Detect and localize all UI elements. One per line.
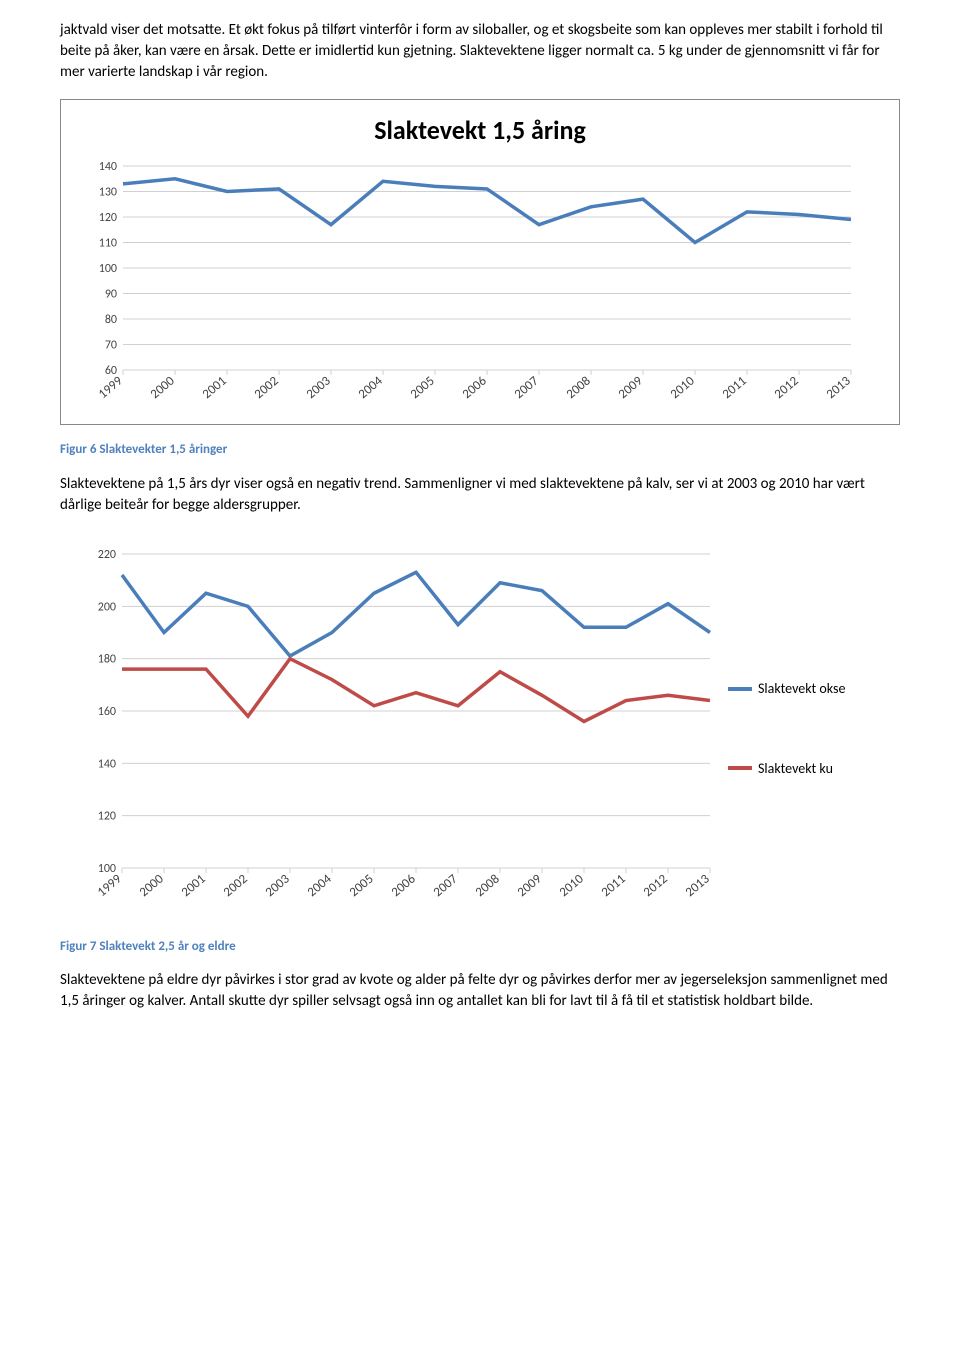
- svg-text:2007: 2007: [431, 871, 461, 900]
- legend-okse-label: Slaktevekt okse: [758, 679, 845, 699]
- final-paragraph: Slaktevektene på eldre dyr påvirkes i st…: [60, 970, 900, 1012]
- chart2-svg: 1001201401601802002201999200020012002200…: [80, 544, 720, 914]
- svg-text:140: 140: [99, 160, 117, 174]
- svg-text:140: 140: [98, 757, 116, 771]
- svg-text:200: 200: [98, 600, 116, 614]
- svg-text:2007: 2007: [512, 374, 542, 403]
- chart2-legend: Slaktevekt okse Slaktevekt ku: [720, 544, 860, 914]
- svg-text:2012: 2012: [772, 374, 802, 403]
- svg-text:2009: 2009: [515, 871, 545, 900]
- svg-text:2008: 2008: [473, 871, 503, 900]
- intro-paragraph: jaktvald viser det motsatte. Et økt foku…: [60, 20, 900, 83]
- svg-text:2001: 2001: [179, 871, 209, 899]
- svg-text:2006: 2006: [460, 374, 490, 403]
- svg-text:70: 70: [105, 339, 117, 353]
- svg-text:130: 130: [99, 186, 117, 200]
- svg-text:2006: 2006: [389, 871, 419, 900]
- svg-text:2008: 2008: [564, 374, 594, 403]
- svg-text:2010: 2010: [668, 374, 698, 403]
- svg-text:100: 100: [99, 262, 117, 276]
- legend-ku-swatch: [728, 766, 752, 770]
- svg-text:2011: 2011: [720, 374, 750, 402]
- figure6-caption: Figur 6 Slaktevekter 1,5 åringer: [60, 441, 900, 459]
- chart1-svg: 6070809010011012013014019992000200120022…: [81, 156, 861, 416]
- svg-text:2002: 2002: [221, 871, 251, 900]
- svg-text:2003: 2003: [304, 374, 334, 403]
- svg-text:2009: 2009: [616, 374, 646, 403]
- svg-text:2013: 2013: [683, 871, 713, 900]
- svg-text:220: 220: [98, 548, 116, 562]
- svg-text:2002: 2002: [252, 374, 282, 403]
- svg-text:2013: 2013: [824, 374, 854, 403]
- svg-text:90: 90: [105, 288, 117, 302]
- legend-okse: Slaktevekt okse: [728, 679, 860, 699]
- svg-text:110: 110: [99, 237, 117, 251]
- figure7-caption: Figur 7 Slaktevekt 2,5 år og eldre: [60, 938, 900, 956]
- svg-text:2011: 2011: [599, 871, 629, 899]
- mid-paragraph: Slaktevektene på 1,5 års dyr viser også …: [60, 474, 900, 516]
- svg-text:160: 160: [98, 705, 116, 719]
- svg-text:2005: 2005: [347, 871, 377, 899]
- legend-ku-label: Slaktevekt ku: [758, 759, 833, 779]
- svg-text:180: 180: [98, 652, 116, 666]
- svg-text:120: 120: [98, 809, 116, 823]
- svg-text:80: 80: [105, 313, 117, 327]
- legend-okse-swatch: [728, 687, 752, 691]
- svg-text:2000: 2000: [137, 871, 167, 900]
- chart1-title: Slaktevekt 1,5 åring: [81, 112, 879, 148]
- chart2-container: 1001201401601802002201999200020012002200…: [60, 532, 900, 922]
- svg-text:2001: 2001: [200, 374, 230, 402]
- svg-text:2000: 2000: [148, 374, 178, 403]
- legend-ku: Slaktevekt ku: [728, 759, 860, 779]
- svg-text:2004: 2004: [305, 871, 335, 900]
- svg-text:1999: 1999: [96, 374, 126, 403]
- svg-text:2004: 2004: [356, 374, 386, 403]
- svg-text:2010: 2010: [557, 871, 587, 900]
- svg-text:2012: 2012: [641, 871, 671, 900]
- svg-text:2003: 2003: [263, 871, 293, 900]
- svg-text:2005: 2005: [408, 374, 438, 402]
- svg-text:120: 120: [99, 211, 117, 225]
- chart1-container: Slaktevekt 1,5 åring 6070809010011012013…: [60, 99, 900, 425]
